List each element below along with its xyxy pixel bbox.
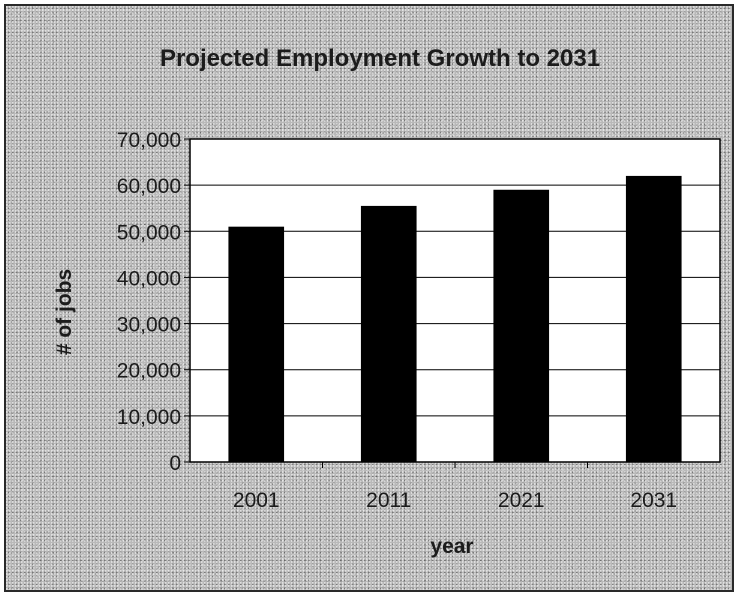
x-axis-label: year (430, 535, 473, 558)
chart-title: Projected Employment Growth to 2031 (160, 45, 600, 72)
y-tick-label: 10,000 (117, 406, 181, 429)
y-tick-label: 60,000 (117, 175, 181, 198)
x-tick-label: 2001 (233, 489, 280, 512)
bar-2021 (493, 189, 550, 462)
y-tick-label: 0 (169, 452, 181, 475)
y-tick-label: 20,000 (117, 360, 181, 383)
bar-2001 (228, 226, 285, 462)
bars (228, 175, 682, 462)
bar-2031 (625, 175, 682, 462)
y-tick-label: 70,000 (117, 129, 181, 152)
y-axis-label: # of jobs (53, 269, 76, 355)
x-tick-label: 2021 (498, 489, 545, 512)
x-tick-label: 2031 (630, 489, 677, 512)
y-tick-label: 50,000 (117, 221, 181, 244)
y-tick-label: 40,000 (117, 267, 181, 290)
y-axis-ticks: 0 10,000 20,000 30,000 40,000 50,000 60,000 70,… (117, 129, 190, 475)
x-axis-ticks: 2001 2011 2021 2031 (233, 462, 677, 512)
x-tick-label: 2011 (366, 489, 411, 512)
bar-2011 (360, 205, 417, 462)
y-tick-label: 30,000 (117, 314, 181, 337)
